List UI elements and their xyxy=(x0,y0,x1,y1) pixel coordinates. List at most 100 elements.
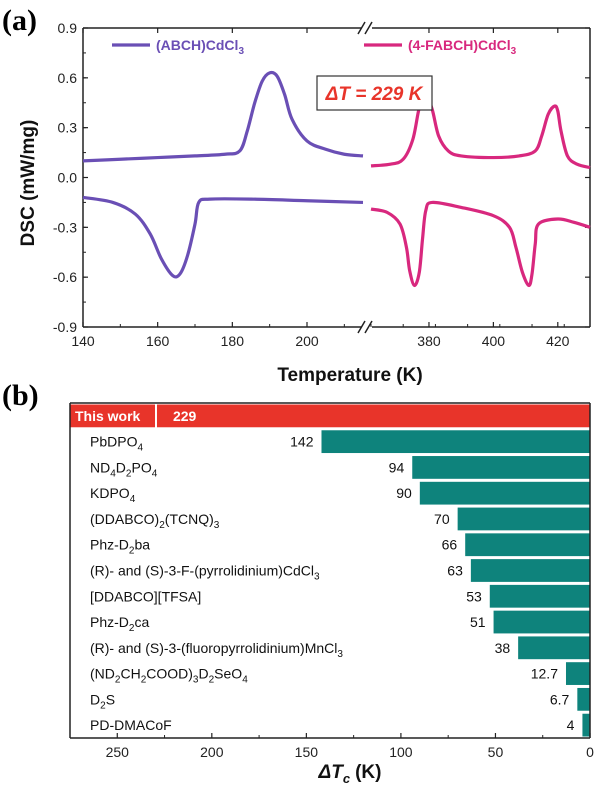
y-tick-label: 0.3 xyxy=(58,120,78,136)
x-axis-title-unit: (K) xyxy=(355,762,381,783)
label-subscript: 4 xyxy=(130,494,136,505)
legend-label-main: (4-FABCH)CdCl xyxy=(408,37,511,53)
y-tick-label: 0.6 xyxy=(58,70,78,86)
label-subscript: 3 xyxy=(337,649,343,660)
label-text: Phz-D xyxy=(90,537,129,553)
bar-value-2: 142 xyxy=(290,434,314,450)
label-text: Phz-D xyxy=(90,614,129,630)
bar-value-1: 229 xyxy=(173,408,197,424)
label-subscript: 3 xyxy=(214,520,220,531)
label-subscript: 3 xyxy=(193,675,199,686)
bar-value-3: 94 xyxy=(389,459,405,475)
x-tick-label: 420 xyxy=(546,333,570,349)
bar-value-4: 90 xyxy=(396,485,412,501)
legend-label-sub: 3 xyxy=(238,46,244,57)
legend-label-1: (ABCH)CdCl3 xyxy=(156,37,244,57)
panel-b-x-tick-label: 50 xyxy=(488,744,504,760)
label-text: D xyxy=(90,691,100,707)
bar-6 xyxy=(465,533,590,557)
label-text: S xyxy=(106,691,115,707)
series-2-cooling-curve xyxy=(370,200,591,288)
panel-b-axes: 250 200 150 100 50 0 xyxy=(69,402,594,760)
panel-b-x-tick-label: 200 xyxy=(200,744,224,760)
label-text: COOD) xyxy=(146,666,193,682)
panel-a-y-axis-title: DSC (mW/mg) xyxy=(18,120,39,247)
series-1-heating-curve xyxy=(82,70,364,163)
label-text: (R)- and (S)-3-F-(pyrrolidinium)CdCl xyxy=(90,563,314,579)
bar-label-1: This work xyxy=(75,408,141,424)
bar-value-12: 6.7 xyxy=(550,691,570,707)
x-axis-title-symbol: ΔT xyxy=(318,762,345,783)
bar-label-3: ND4D2PO4 xyxy=(90,459,158,479)
axis-break-mask xyxy=(362,320,372,334)
label-subscript: 2 xyxy=(115,675,121,686)
label-text: D xyxy=(198,666,208,682)
panel-b-x-tick-label: 0 xyxy=(586,744,594,760)
bar-label-13: PD-DMACoF xyxy=(90,717,172,733)
label-subscript: 4 xyxy=(152,468,158,479)
bar-3 xyxy=(412,456,590,479)
axis-break-mark xyxy=(364,21,373,35)
panel-b-x-tick-label: 100 xyxy=(389,744,413,760)
y-tick-label: -0.3 xyxy=(53,219,77,235)
bar-label-6: Phz-D2ba xyxy=(90,537,150,557)
x-tick-label: 380 xyxy=(417,333,441,349)
bar-value-8: 53 xyxy=(466,588,482,604)
panel-b-x-tick-label: 250 xyxy=(106,744,130,760)
axis-break-mask xyxy=(362,21,372,35)
annotation-text: ΔT = 229 K xyxy=(325,84,424,105)
bar-value-5: 70 xyxy=(434,511,450,527)
label-text: [DDABCO][TFSA] xyxy=(90,588,201,604)
axis-break-mark xyxy=(357,320,366,334)
bar-label-5: (DDABCO)2(TCNQ)3 xyxy=(90,511,220,531)
label-subscript: 3 xyxy=(314,572,320,583)
axis-break-mark xyxy=(364,320,373,334)
bar-5 xyxy=(457,507,590,531)
delta-t-annotation: ΔT = 229 K xyxy=(316,75,433,111)
bar-12 xyxy=(577,687,590,711)
panel-a-legend: (ABCH)CdCl3 (4-FABCH)CdCl3 xyxy=(112,37,517,57)
bar-label-12: D2S xyxy=(90,691,115,711)
annotation-box xyxy=(316,75,433,111)
bar-label-7: (R)- and (S)-3-F-(pyrrolidinium)CdCl3 xyxy=(90,563,320,583)
label-text: (R)- and (S)-3-(fluoropyrrolidinium)MnCl xyxy=(90,640,337,656)
label-subscript: 2 xyxy=(209,675,215,686)
label-text: (TCNQ) xyxy=(165,511,214,527)
bar-1 xyxy=(156,404,590,428)
panel-b-x-axis-title: ΔTc (K) xyxy=(318,762,382,786)
label-text: PO xyxy=(131,459,151,475)
label-subscript: 2 xyxy=(100,700,106,711)
bar-label-11: (ND2CH2COOD)3D2SeO4 xyxy=(90,666,248,686)
bar-11 xyxy=(565,662,590,685)
y-tick-label: 0.9 xyxy=(58,20,78,36)
bar-label-8: [DDABCO][TFSA] xyxy=(90,588,201,604)
label-text: SeO xyxy=(214,666,242,682)
bar-value-6: 66 xyxy=(442,537,458,553)
label-text: (DDABCO) xyxy=(90,511,159,527)
x-tick-label: 140 xyxy=(71,333,95,349)
label-subscript: 4 xyxy=(137,443,143,454)
bar-value-7: 63 xyxy=(447,563,463,579)
y-tick-label: 0.0 xyxy=(58,170,78,186)
x-tick-label: 180 xyxy=(221,333,245,349)
label-text: PbDPO xyxy=(90,434,138,450)
bar-value-11: 12.7 xyxy=(531,666,558,682)
label-text: ND xyxy=(90,459,110,475)
bar-13 xyxy=(582,713,590,737)
panel-a-series xyxy=(82,70,591,288)
bar-label-2: PbDPO4 xyxy=(90,434,143,454)
bar-2 xyxy=(321,430,590,454)
legend-label-sub: 3 xyxy=(511,46,517,57)
legend-label-2: (4-FABCH)CdCl3 xyxy=(408,37,517,57)
y-tick-label: -0.9 xyxy=(53,319,77,335)
bar-10 xyxy=(518,636,590,660)
panel-b-label: (b) xyxy=(2,379,39,412)
legend-label-main: (ABCH)CdCl xyxy=(156,37,238,53)
label-subscript: 2 xyxy=(126,468,132,479)
label-text: ca xyxy=(134,614,149,630)
label-subscript: 2 xyxy=(141,675,147,686)
label-text: D xyxy=(116,459,126,475)
